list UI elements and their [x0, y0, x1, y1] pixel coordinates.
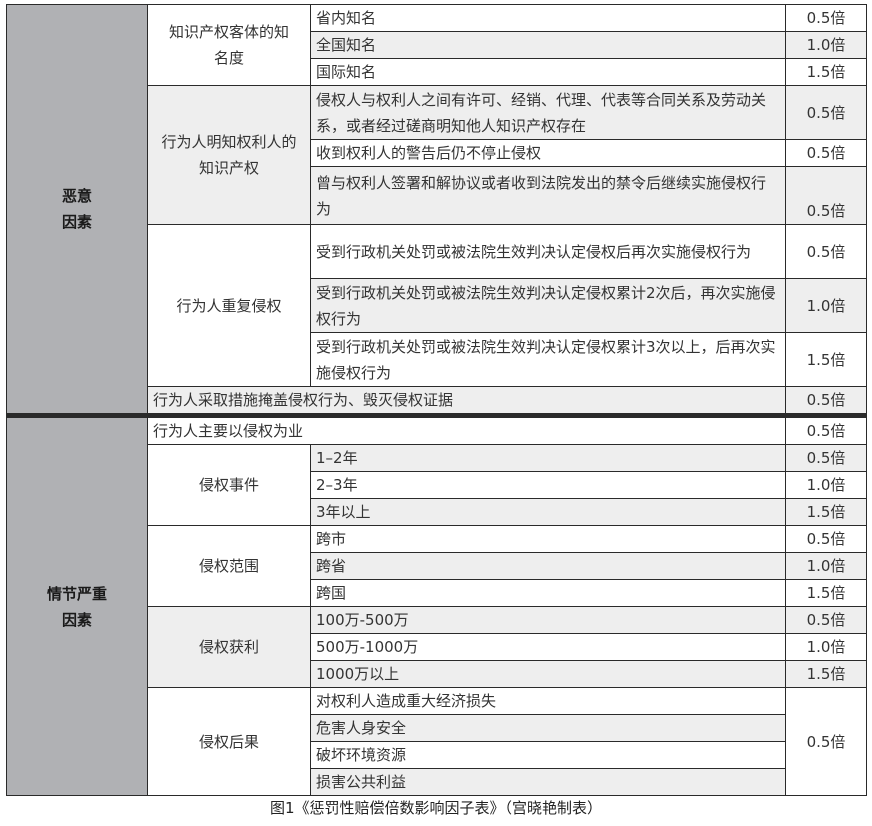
row-text: 100万-500万	[310, 606, 786, 634]
row-text: 收到权利人的警告后仍不停止侵权	[310, 139, 786, 167]
row-value: 0.5倍	[785, 413, 867, 445]
row-value: 1.0倍	[785, 471, 867, 499]
row-value: 1.5倍	[785, 660, 867, 688]
row-text: 行为人采取措施掩盖侵权行为、毁灭侵权证据	[147, 386, 786, 416]
row-value: 0.5倍	[785, 4, 867, 32]
row-value: 0.5倍	[785, 687, 867, 796]
row-value: 0.5倍	[785, 606, 867, 634]
row-text: 跨国	[310, 579, 786, 607]
row-text: 损害公共利益	[310, 768, 786, 796]
row-value: 1.5倍	[785, 498, 867, 526]
row-text: 跨省	[310, 552, 786, 580]
row-value: 1.0倍	[785, 552, 867, 580]
row-text: 跨市	[310, 525, 786, 553]
row-value: 0.5倍	[785, 139, 867, 167]
row-text: 受到行政机关处罚或被法院生效判决认定侵权累计3次以上，后再次实施侵权行为	[310, 332, 786, 387]
category-serious: 情节严重 因素	[6, 413, 148, 796]
row-text: 国际知名	[310, 58, 786, 86]
row-text: 1000万以上	[310, 660, 786, 688]
figure-caption: 图1《惩罚性赔偿倍数影响因子表》（宫晓艳制表）	[269, 799, 603, 817]
row-text: 1–2年	[310, 444, 786, 472]
row-value: 0.5倍	[785, 224, 867, 279]
group-label: 知识产权客体的知名度	[147, 4, 311, 86]
row-value: 1.5倍	[785, 58, 867, 86]
category-malice: 恶意 因素	[6, 4, 148, 416]
row-value: 0.5倍	[785, 85, 867, 140]
row-text: 省内知名	[310, 4, 786, 32]
row-text: 行为人主要以侵权为业	[147, 413, 786, 445]
row-text: 危害人身安全	[310, 714, 786, 742]
punitive-damages-factor-table: 恶意 因素 知识产权客体的知名度 省内知名 0.5倍 全国知名 1.0倍 国际知…	[6, 4, 867, 796]
row-value: 0.5倍	[785, 444, 867, 472]
group-label: 行为人重复侵权	[147, 224, 311, 387]
row-text: 2–3年	[310, 471, 786, 499]
group-label: 行为人明知权利人的知识产权	[147, 85, 311, 225]
row-text: 侵权人与权利人之间有许可、经销、代理、代表等合同关系及劳动关系，或者经过磋商明知…	[310, 85, 786, 140]
row-text: 受到行政机关处罚或被法院生效判决认定侵权累计2次后，再次实施侵权行为	[310, 278, 786, 333]
row-value: 1.0倍	[785, 31, 867, 59]
row-value: 1.0倍	[785, 278, 867, 333]
row-value: 1.5倍	[785, 332, 867, 387]
row-text: 受到行政机关处罚或被法院生效判决认定侵权后再次实施侵权行为	[310, 224, 786, 279]
group-label: 侵权后果	[147, 687, 311, 796]
row-text: 3年以上	[310, 498, 786, 526]
row-text: 全国知名	[310, 31, 786, 59]
row-value: 0.5倍	[785, 166, 867, 225]
group-label: 侵权事件	[147, 444, 311, 526]
row-text: 曾与权利人签署和解协议或者收到法院发出的禁令后继续实施侵权行为	[310, 166, 786, 225]
row-value: 0.5倍	[785, 386, 867, 416]
row-text: 破坏环境资源	[310, 741, 786, 769]
row-value: 0.5倍	[785, 525, 867, 553]
row-text: 对权利人造成重大经济损失	[310, 687, 786, 715]
row-value: 1.0倍	[785, 633, 867, 661]
group-label: 侵权范围	[147, 525, 311, 607]
row-text: 500万-1000万	[310, 633, 786, 661]
row-value: 1.5倍	[785, 579, 867, 607]
group-label: 侵权获利	[147, 606, 311, 688]
